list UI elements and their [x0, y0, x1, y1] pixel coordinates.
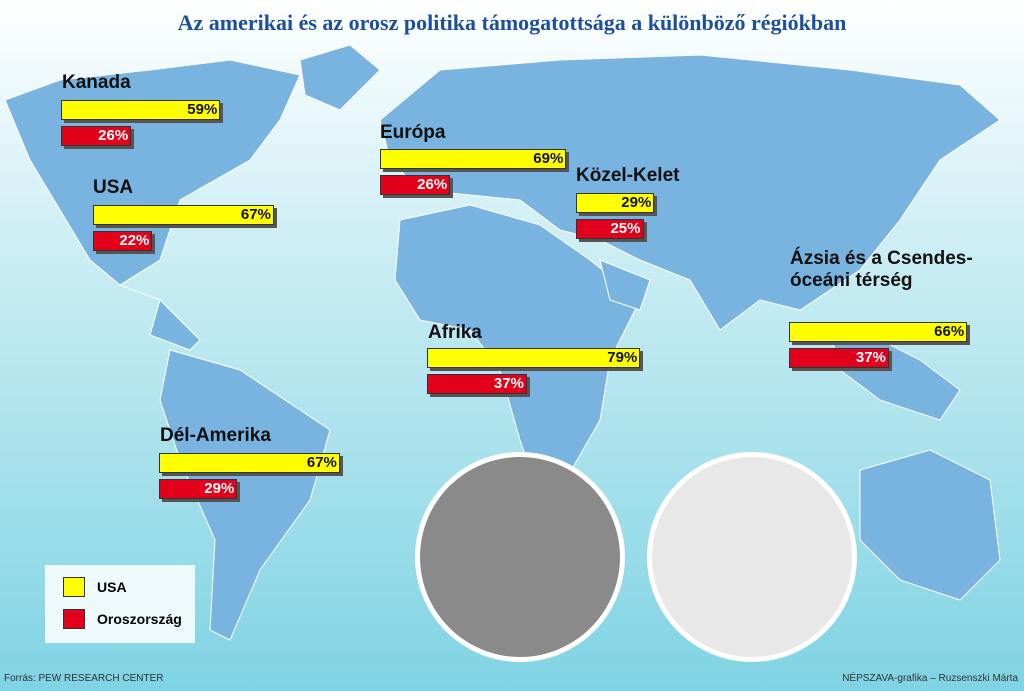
legend-label: Oroszország [97, 611, 182, 627]
credit: NÉPSZAVA-grafika – Ruzsenszki Márta [842, 673, 1018, 684]
value-label: 67% [306, 454, 337, 471]
value-label: 66% [934, 323, 965, 340]
region-label: USA [93, 177, 134, 198]
bar [380, 149, 567, 169]
bar [61, 126, 132, 146]
value-label: 29% [204, 480, 235, 497]
region-label: Kanada [62, 72, 131, 93]
bar [576, 219, 644, 239]
value-label: 29% [621, 194, 652, 211]
legend: USA Oroszország [45, 565, 195, 643]
value-label: 25% [610, 220, 641, 237]
value-label: 37% [493, 375, 524, 392]
bar [789, 348, 889, 368]
bar [380, 175, 451, 195]
value-label: 37% [855, 349, 886, 366]
region-label: Európa [380, 122, 446, 143]
bar [61, 100, 221, 120]
value-label: 59% [187, 101, 218, 118]
source: Forrás: PEW RESEARCH CENTER [4, 673, 164, 684]
region-label: Ázsia és a Csendes-óceáni térség [790, 248, 973, 291]
bar [427, 348, 641, 368]
bar [93, 205, 274, 225]
region-label: Közel-Kelet [576, 165, 680, 186]
value-label: 26% [98, 127, 129, 144]
bar [576, 193, 655, 213]
bar [427, 374, 527, 394]
bar [159, 479, 238, 499]
legend-label: USA [97, 579, 127, 595]
region-label: Afrika [428, 322, 482, 343]
title: Az amerikai és az orosz politika támogat… [177, 10, 847, 35]
value-label: 22% [119, 232, 150, 249]
bar [93, 231, 153, 251]
value-label: 26% [417, 176, 448, 193]
region-label: Dél-Amerika [160, 425, 271, 446]
value-label: 67% [240, 206, 271, 223]
value-label: 79% [607, 349, 638, 366]
bar [789, 322, 968, 342]
legend-swatch [63, 609, 85, 629]
bar [159, 453, 340, 473]
value-label: 69% [533, 150, 564, 167]
legend-swatch [63, 577, 85, 597]
